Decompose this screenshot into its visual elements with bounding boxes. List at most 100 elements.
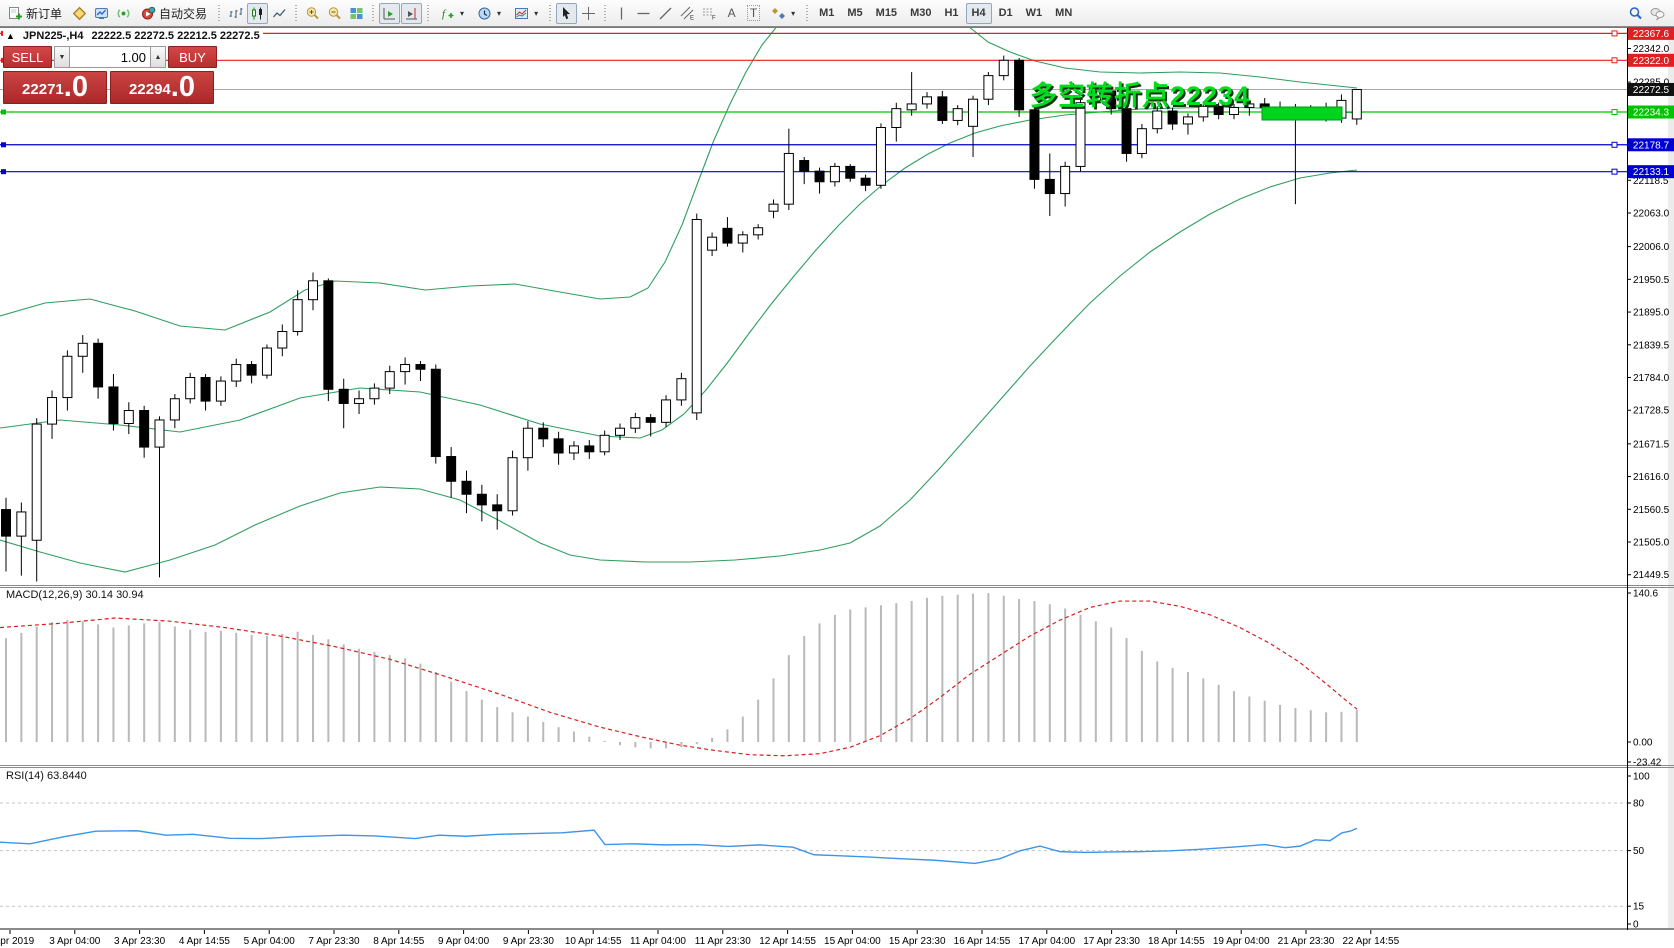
time-axis-label[interactable]: 10 Apr 14:55 [565,936,622,947]
profiles-button[interactable] [69,3,90,24]
time-axis-label[interactable]: 7 Apr 23:30 [308,936,360,947]
time-axis-label[interactable]: 11 Apr 23:30 [695,936,751,947]
vertical-line-icon [620,7,623,19]
time-axis-label[interactable]: 19 Apr 04:00 [1213,936,1270,947]
text-tool-button[interactable]: A [721,3,742,24]
line-endpoint-handle[interactable] [1,109,6,115]
time-axis-label[interactable]: 8 Apr 14:55 [373,936,425,947]
line-endpoint-handle[interactable] [1611,30,1618,37]
timeframe-w1-button[interactable]: W1 [1025,7,1043,19]
zoom-out-button[interactable] [324,3,345,24]
sell-button[interactable]: SELL [3,46,52,68]
line-endpoint-handle[interactable] [1,142,6,148]
time-axis-label[interactable]: 16 Apr 14:55 [954,936,1011,947]
rsi-axis-label: 100 [1633,772,1650,783]
candle-body [1106,90,1117,110]
highlight-bar[interactable] [1261,106,1343,121]
fibonacci-tool-button[interactable]: F [699,3,720,24]
timeframe-m30-button[interactable]: M30 [910,7,932,19]
candle-body [154,419,165,448]
templates-button[interactable]: ▾ [508,3,544,24]
time-axis-label[interactable]: 4 Apr 14:55 [179,936,231,947]
buy-button[interactable]: BUY [168,46,217,68]
channel-tool-button[interactable]: E [677,3,698,24]
search-button[interactable] [1625,3,1646,24]
cursor-tool-button[interactable] [556,2,578,24]
auto-scroll-icon [383,7,396,19]
zoom-in-button[interactable] [302,3,323,24]
time-axis-label[interactable]: 12 Apr 14:55 [759,936,816,947]
line-endpoint-handle[interactable] [1611,109,1618,116]
periods-button[interactable]: ▾ [471,3,507,24]
time-axis-label[interactable]: 21 Apr 23:30 [1278,936,1335,947]
sell-price-box[interactable]: 22271 .0 [3,71,107,104]
zoom-out-icon [328,6,341,19]
horizontal-line-tool-button[interactable] [633,3,654,24]
candle-body [62,355,73,399]
time-axis-label[interactable]: 9 Apr 23:30 [503,936,555,947]
arrows-tool-button[interactable]: ▾ [765,3,801,24]
time-axis-label[interactable]: 2 Apr 2019 [0,936,35,947]
timeframe-m5-button[interactable]: M5 [847,7,863,19]
buy-price-box[interactable]: 22294 .0 [110,71,214,104]
candle-body [860,177,871,186]
price-badge-label: 22234.3 [1633,108,1670,119]
auto-scroll-button[interactable] [379,2,401,24]
candle-body [768,203,779,212]
timeframe-h4-button[interactable]: H4 [965,2,992,24]
rsi-axis-label: 50 [1633,846,1645,857]
line-endpoint-handle[interactable] [1,169,6,175]
line-endpoint-handle[interactable] [1611,168,1618,175]
volume-input[interactable] [70,46,150,68]
time-axis-label[interactable]: 3 Apr 04:00 [49,936,101,947]
time-axis-label[interactable]: 3 Apr 23:30 [114,936,166,947]
chart-shift-button[interactable] [401,2,423,24]
time-axis-label[interactable]: 15 Apr 04:00 [824,936,881,947]
candle-body [1198,105,1209,118]
bar-chart-button[interactable] [225,3,246,24]
time-axis-label[interactable]: 5 Apr 04:00 [244,936,296,947]
candle-body [615,427,625,436]
market-watch-button[interactable] [91,3,112,24]
candlestick-chart-button[interactable] [247,2,269,24]
macd-values: 30.14 30.94 [85,589,144,601]
timeframe-mn-button[interactable]: MN [1055,7,1073,19]
trendline-tool-button[interactable] [655,3,676,24]
candle-body [753,227,764,236]
candle-body [676,378,687,401]
label-tool-button[interactable]: T [743,3,764,24]
signals-button[interactable] [113,3,134,24]
time-axis-label[interactable]: 15 Apr 23:30 [889,936,946,947]
volume-decrease-button[interactable]: ▼ [54,46,70,68]
timeframe-m1-button[interactable]: M1 [819,7,835,19]
timeframe-d1-button[interactable]: D1 [998,7,1013,19]
volume-increase-button[interactable]: ▲ [150,46,166,68]
line-endpoint-handle[interactable] [1611,57,1618,64]
price-tick-label: 22063.0 [1633,209,1670,220]
line-chart-button[interactable] [269,3,290,24]
rsi-axis-label: 15 [1633,902,1645,913]
time-axis-label[interactable]: 18 Apr 14:55 [1148,936,1205,947]
time-axis-label[interactable]: 22 Apr 14:55 [1342,936,1399,947]
time-axis-label[interactable]: 17 Apr 23:30 [1083,936,1140,947]
line-endpoint-handle[interactable] [1611,141,1618,148]
vertical-line-tool-button[interactable] [611,3,632,24]
autotrading-button[interactable]: 自动交易 [135,3,213,24]
indicators-button[interactable]: f ▾ [434,3,470,24]
price-badge [1628,53,1674,67]
time-axis-label[interactable]: 11 Apr 04:00 [630,936,686,947]
tile-windows-button[interactable] [346,3,367,24]
candle-body [645,417,656,423]
chart-text-annotation[interactable]: 多空转折点22234 [1030,81,1251,111]
right-scroll-strip [1668,28,1674,928]
new-order-button[interactable]: 新订单 [2,3,68,24]
time-axis-label[interactable]: 17 Apr 04:00 [1018,936,1075,947]
chat-button[interactable] [1647,3,1668,24]
candle-body [476,493,487,506]
toolbar-grip [805,5,810,21]
time-axis-label[interactable]: 9 Apr 04:00 [438,936,490,947]
timeframe-h1-button[interactable]: H1 [944,7,959,19]
timeframe-m15-button[interactable]: M15 [875,7,898,19]
crosshair-tool-button[interactable] [578,3,599,24]
